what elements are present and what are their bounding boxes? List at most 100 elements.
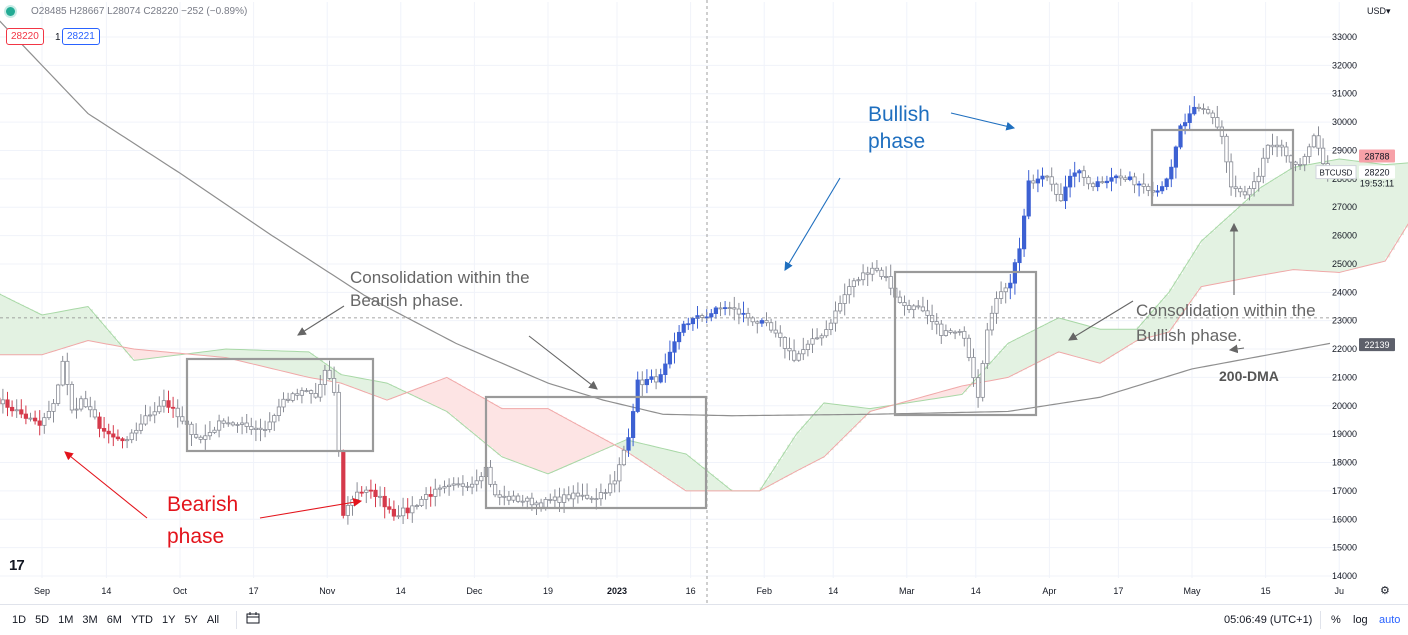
- candle-body: [167, 401, 170, 408]
- range-button-5y[interactable]: 5Y: [184, 614, 197, 626]
- candle-body: [797, 354, 800, 360]
- candle-body: [595, 499, 598, 500]
- time-tick-label: Feb: [756, 586, 772, 596]
- candle-body: [848, 287, 851, 295]
- sell-price-button[interactable]: 28220: [6, 28, 44, 45]
- candle-body: [1239, 189, 1242, 192]
- percent-toggle[interactable]: %: [1331, 614, 1341, 626]
- candle-body: [700, 316, 703, 318]
- candle-body: [236, 424, 239, 425]
- candle-body: [121, 439, 124, 441]
- cloud-segment: [346, 376, 351, 386]
- candle-body: [489, 467, 492, 484]
- candle-body: [47, 411, 50, 417]
- cloud-segment: [645, 445, 650, 465]
- candle-body: [1197, 107, 1200, 108]
- cloud-segment: [1312, 164, 1317, 271]
- candle-body: [139, 424, 142, 430]
- cloud-segment: [1003, 346, 1008, 378]
- log-toggle[interactable]: log: [1353, 614, 1368, 626]
- cloud-segment: [801, 426, 806, 467]
- price-tick-label: 14000: [1332, 571, 1357, 581]
- calendar-icon[interactable]: [246, 612, 260, 624]
- candle-body: [1082, 171, 1085, 178]
- cloud-segment: [433, 382, 438, 406]
- candle-body: [604, 493, 607, 494]
- candle-body: [834, 311, 837, 323]
- annotation-text: Consolidation within the: [1136, 301, 1316, 320]
- candle-body: [452, 484, 455, 485]
- cloud-segment: [594, 435, 599, 453]
- time-tick-label: May: [1183, 586, 1201, 596]
- annotation-text: phase: [167, 525, 224, 548]
- price-tick-label: 19000: [1332, 429, 1357, 439]
- candle-body: [530, 498, 533, 505]
- market-status-icon: [6, 7, 15, 16]
- time-tick-label: Ju: [1334, 586, 1344, 596]
- cloud-segment: [1059, 318, 1064, 352]
- range-button-1m[interactable]: 1M: [58, 614, 73, 626]
- candle-body: [949, 331, 952, 333]
- range-button-all[interactable]: All: [207, 614, 219, 626]
- candle-body: [544, 499, 547, 507]
- time-tick-label: 14: [396, 586, 406, 596]
- cloud-segment: [994, 356, 999, 379]
- annotation-text: Bearish: [167, 493, 238, 516]
- cloud-segment: [1013, 340, 1018, 374]
- cloud-segment: [792, 438, 797, 473]
- tradingview-logo-icon[interactable]: 17: [9, 557, 24, 574]
- range-button-ytd[interactable]: YTD: [131, 614, 153, 626]
- range-button-1d[interactable]: 1D: [12, 614, 26, 626]
- candle-body: [1091, 184, 1094, 187]
- candle-body: [682, 324, 685, 332]
- annotation-text: Bullish: [868, 103, 930, 126]
- cloud-segment: [378, 382, 383, 398]
- candle-body: [438, 488, 441, 489]
- range-button-3m[interactable]: 3M: [82, 614, 97, 626]
- cloud-segment: [382, 383, 387, 400]
- range-button-1y[interactable]: 1Y: [162, 614, 175, 626]
- cloud-segment: [470, 392, 475, 433]
- range-button-6m[interactable]: 6M: [107, 614, 122, 626]
- gear-icon[interactable]: ⚙: [1380, 584, 1390, 597]
- buy-price-button[interactable]: 28221: [62, 28, 100, 45]
- candle-body: [1124, 178, 1127, 180]
- cloud-segment: [465, 389, 470, 428]
- cloud-segment: [1229, 214, 1234, 281]
- candle-body: [38, 421, 41, 425]
- candle-body: [921, 307, 924, 311]
- candle-body: [75, 409, 78, 410]
- cloud-segment: [1008, 342, 1013, 376]
- clock[interactable]: 05:06:49 (UTC+1): [1224, 614, 1312, 626]
- candle-body: [907, 306, 910, 310]
- cloud-segment: [208, 351, 213, 356]
- range-button-5d[interactable]: 5D: [35, 614, 49, 626]
- candle-body: [20, 410, 23, 414]
- candle-body: [631, 412, 634, 438]
- cloud-segment: [1, 296, 6, 355]
- currency-selector[interactable]: USD▾: [1367, 6, 1391, 17]
- candle-body: [66, 361, 69, 384]
- candle-body: [820, 336, 823, 338]
- candle-body: [360, 492, 363, 493]
- candle-body: [282, 399, 285, 407]
- candle-body: [613, 481, 616, 484]
- price-axis[interactable]: 1400015000160001700018000190002000021000…: [1316, 32, 1395, 581]
- candle-body: [461, 484, 464, 486]
- cloud-segment: [1394, 164, 1399, 243]
- price-tick-label: 20000: [1332, 401, 1357, 411]
- candle-body: [995, 298, 998, 313]
- auto-scale-toggle[interactable]: auto: [1379, 614, 1400, 626]
- cloud-segment: [304, 352, 309, 377]
- price-tag-label: 28788: [1364, 151, 1389, 161]
- cloud-segment: [838, 405, 843, 441]
- candle-body: [1308, 147, 1311, 157]
- candle-body: [664, 364, 667, 375]
- time-tick-label: 16: [686, 586, 696, 596]
- candle-body: [1321, 148, 1324, 163]
- candle-body: [268, 422, 271, 430]
- cloud-segment: [691, 460, 696, 491]
- currency-label: USD: [1367, 6, 1386, 16]
